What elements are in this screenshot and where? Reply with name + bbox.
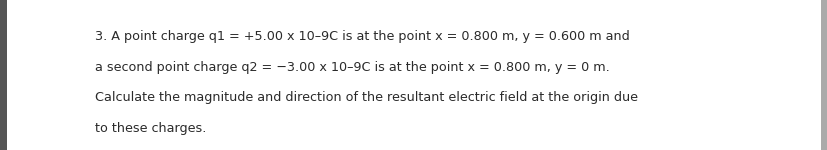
FancyBboxPatch shape <box>7 0 820 150</box>
Text: Calculate the magnitude and direction of the resultant electric field at the ori: Calculate the magnitude and direction of… <box>95 92 638 105</box>
Text: a second point charge q2 = −3.00 x 10–9C is at the point x = 0.800 m, y = 0 m.: a second point charge q2 = −3.00 x 10–9C… <box>95 61 609 74</box>
Text: to these charges.: to these charges. <box>95 122 207 135</box>
FancyBboxPatch shape <box>0 0 7 150</box>
Text: 3. A point charge q1 = +5.00 x 10–9C is at the point x = 0.800 m, y = 0.600 m an: 3. A point charge q1 = +5.00 x 10–9C is … <box>95 30 629 43</box>
FancyBboxPatch shape <box>820 0 827 150</box>
